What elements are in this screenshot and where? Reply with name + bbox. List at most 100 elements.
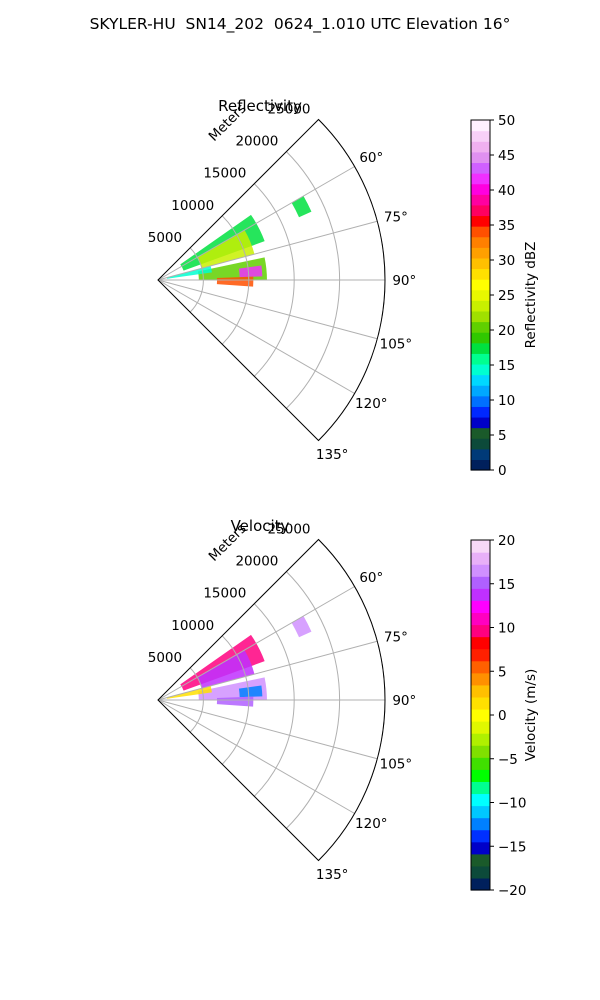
velocity-plot: 500010000150002000025000Meters60°75°90°1… xyxy=(148,521,417,883)
colorbar-segment xyxy=(471,588,490,601)
colorbar-tick-label: −5 xyxy=(498,752,518,768)
colorbar-segment xyxy=(471,268,490,280)
azimuth-tick-label: 105° xyxy=(380,757,413,773)
echo-region xyxy=(238,685,263,698)
echo-region xyxy=(291,616,312,638)
colorbar-segment xyxy=(471,612,490,626)
velocity-colorbar: −20 −15 −10 −5 0 5 10 15 20 Velocity (m/s) xyxy=(470,533,539,899)
azimuth-tick-label: 135° xyxy=(316,447,349,463)
sector-outline xyxy=(157,538,386,862)
velocity-panel-title: Velocity xyxy=(230,517,290,535)
sector-outline xyxy=(157,118,386,442)
colorbar-tick-label: 10 xyxy=(498,393,515,409)
range-tick-label: 10000 xyxy=(171,198,214,214)
figure-title: SKYLER-HU SN14_202 0624_1.010 UTC Elevat… xyxy=(89,15,511,33)
colorbar-segment xyxy=(471,406,490,418)
colorbar-tick-label: 40 xyxy=(498,183,515,199)
echo-region xyxy=(238,265,263,278)
colorbar-segment xyxy=(471,215,490,227)
azimuth-gridline xyxy=(157,279,355,394)
echo-region xyxy=(166,685,212,699)
range-tick-label: 20000 xyxy=(235,554,278,570)
colorbar-segment xyxy=(471,363,490,376)
colorbar-segment xyxy=(471,793,490,807)
colorbar-segment xyxy=(471,395,490,407)
azimuth-gridline xyxy=(157,699,355,814)
range-tick-label: 15000 xyxy=(203,586,246,602)
range-tick-label: 5000 xyxy=(148,230,182,246)
azimuth-tick-label: 60° xyxy=(359,570,383,586)
azimuth-tick-label: 90° xyxy=(392,693,416,709)
colorbar-tick-label: 5 xyxy=(498,664,507,680)
colorbar-label: Reflectivity dBZ xyxy=(523,242,539,349)
colorbar-segment xyxy=(471,236,490,248)
colorbar-segment xyxy=(471,721,490,734)
echo-region xyxy=(216,276,254,287)
colorbar-segment xyxy=(471,733,490,746)
colorbar-tick-label: −10 xyxy=(498,796,527,812)
colorbar-segment xyxy=(471,204,490,217)
colorbar-segment xyxy=(471,757,490,770)
azimuth-tick-label: 105° xyxy=(380,337,413,353)
azimuth-tick-label: 90° xyxy=(392,273,416,289)
colorbar-segment xyxy=(471,877,490,891)
echo-region xyxy=(291,196,312,218)
azimuth-gridline xyxy=(157,640,378,701)
colorbar-tick-label: 0 xyxy=(498,708,507,724)
colorbar-segment xyxy=(471,660,490,674)
colorbar-tick-label: 0 xyxy=(498,463,507,479)
reflectivity-colorbar: 0 5 10 15 20 25 30 35 40 45 50 Reflectivity dBZ xyxy=(470,113,539,479)
colorbar-segment xyxy=(471,696,490,710)
colorbar-segment xyxy=(471,162,490,174)
colorbar-tick-label: 25 xyxy=(498,288,515,304)
colorbar-segment xyxy=(471,300,490,312)
colorbar-segment xyxy=(471,448,490,460)
colorbar-tick-label: 5 xyxy=(498,428,507,444)
colorbar-segment xyxy=(471,829,490,843)
echo-region xyxy=(216,696,254,707)
range-tick-label: 25000 xyxy=(268,521,311,537)
colorbar-segment xyxy=(471,540,490,553)
range-tick-label: 5000 xyxy=(148,650,182,666)
colorbar-tick-label: 50 xyxy=(498,113,515,129)
colorbar-segment xyxy=(471,841,490,855)
colorbar-tick-label: 45 xyxy=(498,148,515,164)
colorbar-segment xyxy=(471,684,490,698)
colorbar-tick-label: −20 xyxy=(498,883,527,899)
colorbar-tick-label: 10 xyxy=(498,621,515,637)
colorbar-segment xyxy=(471,624,490,638)
azimuth-tick-label: 75° xyxy=(384,209,408,225)
azimuth-gridline xyxy=(157,699,378,760)
colorbar-segment xyxy=(471,576,490,589)
colorbar-segment xyxy=(471,672,490,686)
colorbar-segment xyxy=(471,427,490,439)
colorbar-segment xyxy=(471,600,490,614)
colorbar-segment xyxy=(471,552,490,565)
azimuth-gridline xyxy=(157,220,378,281)
azimuth-tick-label: 135° xyxy=(316,867,349,883)
colorbar-segment xyxy=(471,289,490,301)
echo-region xyxy=(166,265,212,279)
colorbar-segment xyxy=(471,564,490,577)
colorbar-segment xyxy=(471,332,490,344)
colorbar-tick-label: 20 xyxy=(498,533,515,549)
colorbar-segment xyxy=(471,141,490,153)
range-tick-label: 20000 xyxy=(235,134,278,150)
echo-region xyxy=(197,650,255,689)
colorbar-segment xyxy=(471,130,490,142)
colorbar-segment xyxy=(471,247,490,259)
colorbar-segment xyxy=(471,374,490,386)
colorbar-segment xyxy=(471,416,490,429)
azimuth-tick-label: 120° xyxy=(355,816,388,832)
range-tick-label: 15000 xyxy=(203,166,246,182)
colorbar-segment xyxy=(471,805,490,819)
colorbar-segment xyxy=(471,459,490,471)
colorbar-segment xyxy=(471,769,490,782)
range-tick-label: 10000 xyxy=(171,618,214,634)
colorbar-segment xyxy=(471,183,490,195)
azimuth-tick-label: 75° xyxy=(384,629,408,645)
colorbar-label: Velocity (m/s) xyxy=(523,669,539,762)
colorbar-segment xyxy=(471,817,490,831)
colorbar-segment xyxy=(471,781,490,795)
colorbar-tick-label: 30 xyxy=(498,253,515,269)
